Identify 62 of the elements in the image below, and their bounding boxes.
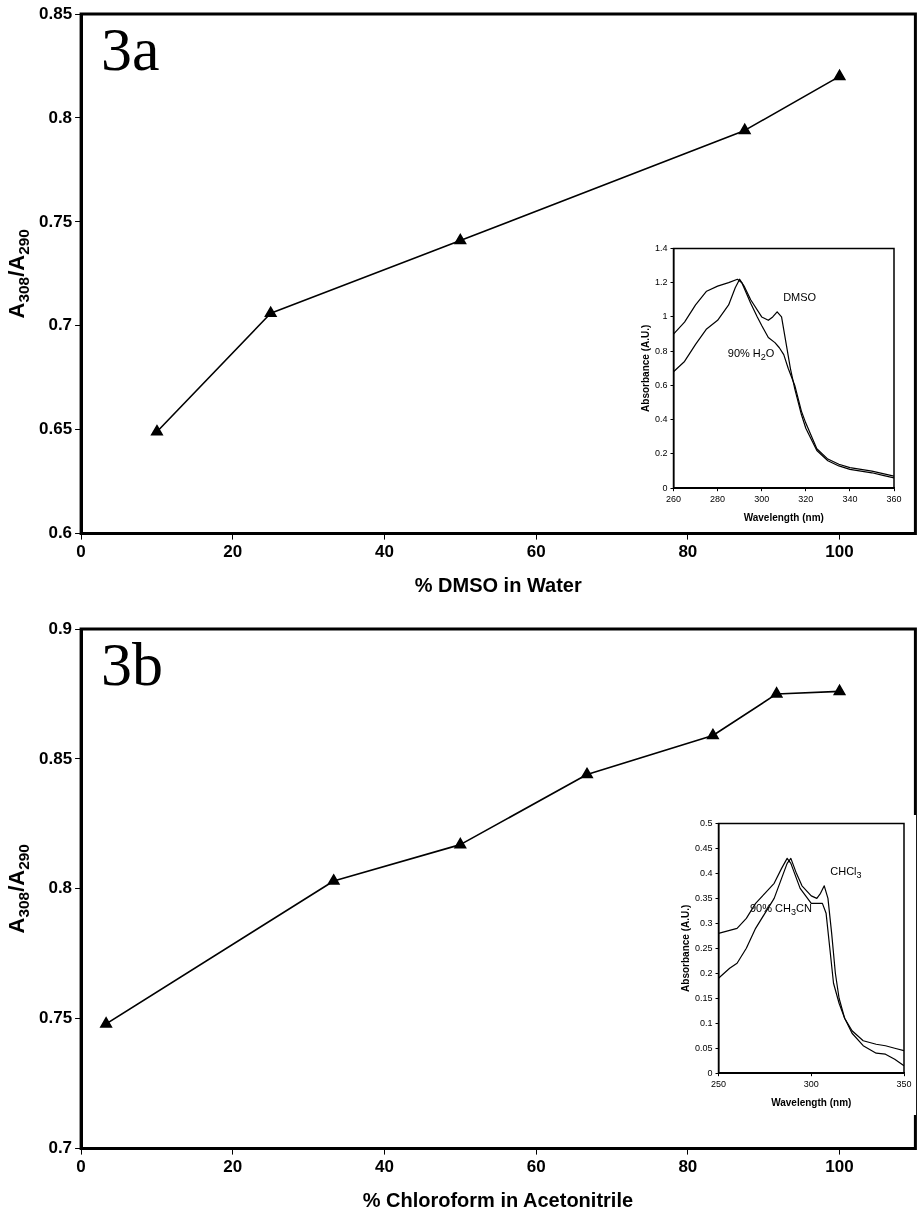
y-tick-label: 0 [662, 482, 668, 493]
y-tick-label: 0.7 [48, 1138, 73, 1158]
y-axis-title: Absorbance (A.U.) [679, 904, 691, 992]
chart-title: 3a [101, 15, 160, 84]
x-tick-label: 100 [825, 542, 854, 562]
y-axis-title: Absorbance (A.U.) [639, 324, 651, 412]
y-tick-label: 0.05 [694, 1042, 713, 1053]
x-tick-label: 20 [223, 1157, 243, 1177]
x-tick-label: 100 [825, 1157, 854, 1177]
x-tick-label: 280 [710, 494, 726, 505]
y-tick-label: 0.8 [48, 878, 73, 898]
x-tick-label: 340 [842, 494, 858, 505]
y-tick-label: 0.9 [48, 618, 73, 638]
y-tick-label: 0.65 [38, 419, 73, 439]
y-tick-label: 0.2 [700, 967, 713, 978]
x-axis-title: Wavelength (nm) [743, 511, 824, 523]
x-axis-title: % Chloroform in Acetonitrile [362, 1188, 634, 1211]
y-tick-label: 0.45 [694, 842, 713, 853]
series-label: DMSO [783, 290, 817, 303]
y-tick-label: 0 [707, 1067, 713, 1078]
y-axis-title: A308/A290 [4, 229, 32, 319]
y-tick-label: 0.3 [700, 917, 713, 928]
y-tick-label: 0.35 [694, 892, 713, 903]
x-tick-label: 40 [375, 1157, 394, 1177]
y-tick-label: 0.4 [700, 867, 713, 878]
x-tick-label: 80 [678, 1157, 698, 1177]
x-tick-label: 300 [754, 494, 770, 505]
y-tick-label: 0.8 [48, 107, 73, 127]
y-tick-label: 0.7 [48, 315, 73, 335]
x-tick-label: 320 [798, 494, 814, 505]
y-tick-label: 0.5 [700, 817, 713, 828]
y-tick-label: 1.2 [655, 277, 668, 288]
y-tick-label: 0.2 [655, 448, 668, 459]
chart-title: 3b [101, 630, 164, 699]
x-tick-label: 60 [526, 542, 546, 562]
x-tick-label: 0 [76, 542, 86, 562]
y-tick-label: 0.6 [48, 523, 73, 543]
y-axis-title: A308/A290 [4, 844, 32, 934]
x-tick-label: 360 [886, 494, 902, 505]
y-tick-label: 0.8 [655, 345, 668, 356]
y-tick-label: 0.25 [694, 942, 713, 953]
x-tick-label: 0 [76, 1157, 86, 1177]
y-tick-label: 0.4 [655, 414, 668, 425]
x-tick-label: 60 [526, 1157, 546, 1177]
x-tick-label: 80 [678, 542, 698, 562]
y-tick-label: 0.85 [38, 3, 73, 23]
y-tick-label: 0.1 [700, 1017, 713, 1028]
y-tick-label: 0.85 [38, 748, 73, 768]
x-axis-title: % DMSO in Water [414, 573, 582, 596]
x-tick-label: 20 [223, 542, 243, 562]
y-tick-label: 0.15 [694, 992, 713, 1003]
x-axis-title: Wavelength (nm) [771, 1096, 852, 1108]
y-tick-label: 0.75 [38, 211, 73, 231]
y-tick-label: 1.4 [655, 242, 668, 253]
x-tick-label: 40 [375, 542, 394, 562]
y-tick-label: 0.75 [38, 1008, 73, 1028]
x-tick-label: 260 [666, 494, 682, 505]
x-tick-label: 300 [803, 1079, 819, 1090]
x-tick-label: 350 [896, 1079, 912, 1090]
x-tick-label: 250 [711, 1079, 727, 1090]
y-tick-label: 1 [662, 311, 668, 322]
y-tick-label: 0.6 [655, 379, 668, 390]
